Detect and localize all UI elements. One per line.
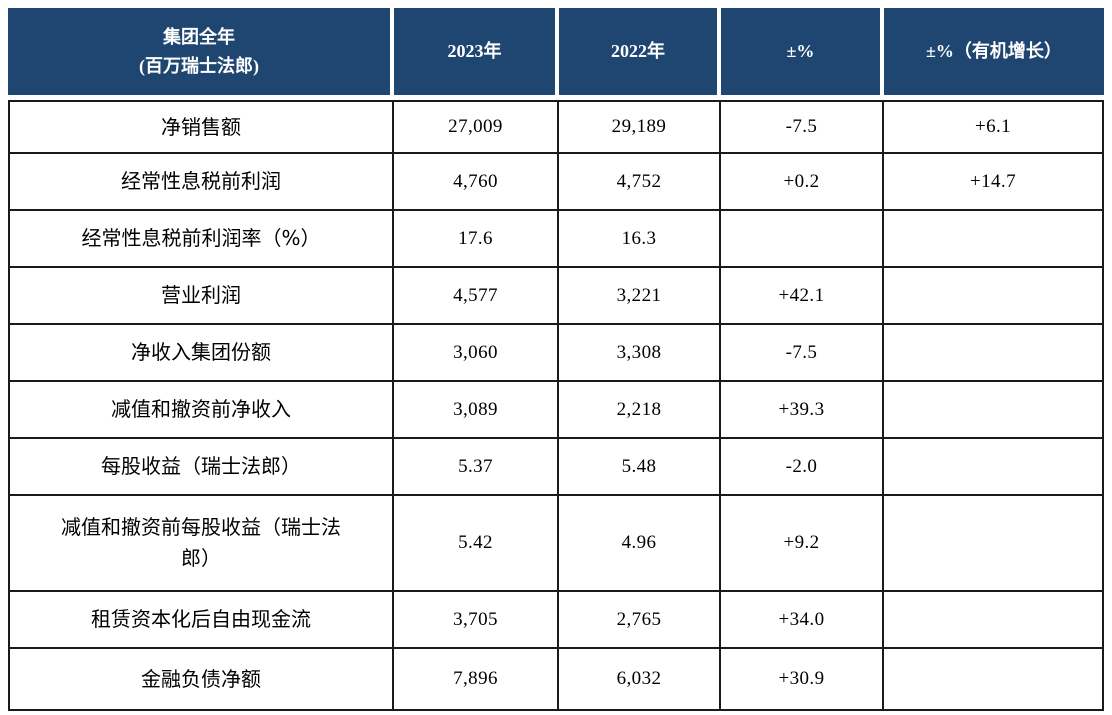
cell-2023: 3,705	[394, 592, 559, 649]
cell-pct-organic	[884, 496, 1102, 592]
row-label: 净销售额	[10, 102, 394, 154]
cell-2023: 3,089	[394, 382, 559, 439]
cell-pct-change: +39.3	[721, 382, 884, 439]
cell-pct-organic	[884, 649, 1102, 709]
cell-pct-change: +34.0	[721, 592, 884, 649]
cell-2023: 5.42	[394, 496, 559, 592]
row-label: 租赁资本化后自由现金流	[10, 592, 394, 649]
table-body: 净销售额 27,009 29,189 -7.5 +6.1 经常性息税前利润 4,760 4,7…	[8, 100, 1104, 711]
cell-pct-organic	[884, 211, 1102, 268]
cell-pct-organic	[884, 439, 1102, 496]
row-label: 经常性息税前利润	[10, 154, 394, 211]
row-label: 营业利润	[10, 268, 394, 325]
cell-pct-organic	[884, 382, 1102, 439]
cell-pct-change	[721, 211, 884, 268]
cell-2023: 4,577	[394, 268, 559, 325]
cell-2022: 16.3	[559, 211, 721, 268]
cell-2023: 7,896	[394, 649, 559, 709]
header-metric-line2: (百万瑞士法郎)	[139, 55, 259, 76]
cell-2022: 6,032	[559, 649, 721, 709]
row-label: 减值和撤资前每股收益（瑞士法郎）	[10, 496, 394, 592]
header-year-2023: 2023年	[394, 8, 559, 95]
cell-2023: 5.37	[394, 439, 559, 496]
cell-2022: 29,189	[559, 102, 721, 154]
cell-2022: 3,308	[559, 325, 721, 382]
cell-2022: 3,221	[559, 268, 721, 325]
cell-pct-organic: +14.7	[884, 154, 1102, 211]
row-label: 金融负债净额	[10, 649, 394, 709]
header-pct-organic-growth: ±%（有机增长）	[884, 8, 1104, 95]
row-label: 每股收益（瑞士法郎）	[10, 439, 394, 496]
header-pct-change: ±%	[721, 8, 884, 95]
cell-pct-change: -7.5	[721, 102, 884, 154]
financial-results-table: 集团全年 (百万瑞士法郎) 2023年 2022年 ±% ±%（有机增长） 净销…	[8, 8, 1104, 711]
cell-pct-organic	[884, 268, 1102, 325]
cell-2023: 3,060	[394, 325, 559, 382]
row-label: 净收入集团份额	[10, 325, 394, 382]
header-metric-line1: 集团全年	[163, 26, 235, 47]
cell-pct-organic: +6.1	[884, 102, 1102, 154]
cell-pct-change: -7.5	[721, 325, 884, 382]
cell-2023: 17.6	[394, 211, 559, 268]
cell-pct-organic	[884, 592, 1102, 649]
cell-2023: 4,760	[394, 154, 559, 211]
row-label: 减值和撤资前净收入	[10, 382, 394, 439]
cell-2022: 4.96	[559, 496, 721, 592]
table-header-row: 集团全年 (百万瑞士法郎) 2023年 2022年 ±% ±%（有机增长）	[8, 8, 1104, 95]
header-year-2022: 2022年	[559, 8, 721, 95]
cell-2022: 2,765	[559, 592, 721, 649]
row-label: 经常性息税前利润率（%）	[10, 211, 394, 268]
cell-pct-change: +9.2	[721, 496, 884, 592]
cell-2022: 5.48	[559, 439, 721, 496]
cell-pct-organic	[884, 325, 1102, 382]
cell-pct-change: -2.0	[721, 439, 884, 496]
cell-2022: 4,752	[559, 154, 721, 211]
cell-pct-change: +42.1	[721, 268, 884, 325]
cell-pct-change: +0.2	[721, 154, 884, 211]
cell-2022: 2,218	[559, 382, 721, 439]
cell-2023: 27,009	[394, 102, 559, 154]
header-metric-column: 集团全年 (百万瑞士法郎)	[8, 8, 394, 95]
cell-pct-change: +30.9	[721, 649, 884, 709]
